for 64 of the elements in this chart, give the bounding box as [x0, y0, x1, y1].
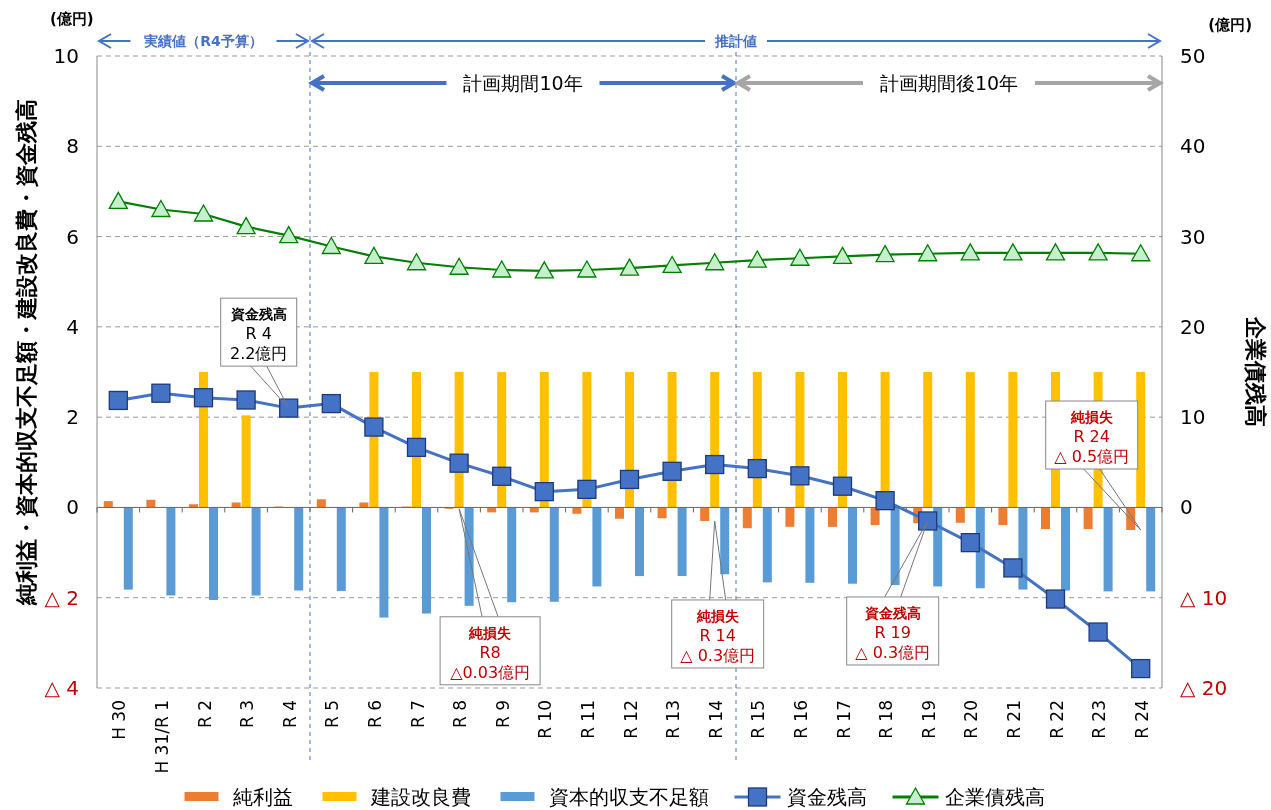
annotation: 純損失 R8 △0.03億円 [450, 624, 531, 682]
legend-label: 企業債残高 [944, 785, 1045, 809]
x-tick-label: R 20 [961, 700, 982, 739]
y2-tick-label: 20 [1180, 314, 1206, 339]
y-tick-label: 10 [53, 44, 79, 68]
x-tick-label: R 17 [833, 700, 854, 739]
x-tick-label: R 23 [1089, 700, 1110, 739]
x-tick-label: R 14 [705, 700, 726, 739]
legend-資金残高: 資金残高 [734, 785, 867, 809]
legend-label: 純利益 [232, 785, 293, 809]
x-tick-label: R 3 [237, 700, 258, 729]
x-tick-label: H 30 [109, 700, 130, 740]
annotation: 純損失 R 24 △ 0.5億円 [1054, 409, 1130, 466]
annotation: 資金残高 R 19 △ 0.3億円 [855, 604, 931, 662]
y2-tick-label: 0 [1180, 495, 1193, 520]
text: (億円) [50, 10, 94, 28]
y-tick-label: 4 [66, 314, 79, 339]
legend-建設改良費: 建設改良費 [322, 785, 471, 809]
legend-純利益: 純利益 [184, 785, 293, 809]
y2-tick-label: 50 [1180, 44, 1206, 68]
x-tick-label: R 7 [407, 700, 428, 729]
x-tick-label: R 16 [790, 700, 811, 739]
y-axis-title: 純利益・資本的収支不足額・建設改良費・資金残高 [14, 99, 39, 606]
y-tick-label: 8 [66, 134, 79, 159]
x-tick-label: R 19 [918, 700, 939, 739]
annotation: 計画期間10年 [463, 72, 583, 95]
annotation: 純損失 R 14 △ 0.3億円 [680, 607, 756, 665]
y2-tick-label: 10 [1180, 405, 1206, 430]
annotation: 計画期間後10年 [879, 72, 1019, 95]
y-tick-label: 6 [66, 224, 79, 249]
x-tick-label: R 15 [748, 700, 769, 739]
x-tick-label: R 13 [663, 700, 684, 739]
text: 実績値（R4予算） [144, 33, 263, 50]
x-tick-label: R 5 [322, 700, 343, 729]
x-tick-label: R 9 [492, 700, 513, 729]
x-tick-label: R 2 [194, 700, 215, 729]
y2-tick-label: △ 10 [1180, 585, 1228, 610]
y2-tick-label: △ 20 [1180, 676, 1228, 700]
x-tick-label: R 18 [876, 700, 897, 739]
y2-axis-title: 企業債残高 [1243, 316, 1268, 427]
y-tick-label: 2 [66, 405, 79, 430]
x-tick-label: R 12 [620, 700, 641, 739]
annotation: 資金残高 R 4 2.2億円 [229, 306, 288, 364]
x-tick-label: R 22 [1046, 700, 1067, 739]
x-tick-label: R 21 [1003, 700, 1024, 739]
legend-label: 建設改良費 [369, 785, 471, 809]
y-tick-label: △ 4 [44, 676, 79, 700]
x-tick-label: R 4 [279, 700, 300, 729]
y-tick-label: △ 2 [44, 585, 79, 610]
x-tick-label: H 31/R 1 [151, 700, 172, 774]
y2-tick-label: 40 [1180, 134, 1206, 159]
y-tick-label: 0 [66, 495, 79, 520]
x-tick-label: R 24 [1131, 700, 1152, 739]
text: 推計値 [714, 33, 757, 50]
legend-label: 資本的収支不足額 [548, 785, 709, 809]
x-tick-label: R 11 [577, 700, 598, 739]
legend-企業債残高: 企業債残高 [892, 785, 1045, 809]
legend-資本的収支不足額: 資本的収支不足額 [500, 785, 709, 809]
y2-tick-label: 30 [1180, 224, 1206, 249]
text: (億円) [1208, 16, 1252, 34]
x-tick-label: R 10 [535, 700, 556, 739]
x-tick-label: R 6 [364, 700, 385, 729]
x-tick-label: R 8 [450, 700, 471, 729]
legend-label: 資金残高 [786, 785, 867, 809]
